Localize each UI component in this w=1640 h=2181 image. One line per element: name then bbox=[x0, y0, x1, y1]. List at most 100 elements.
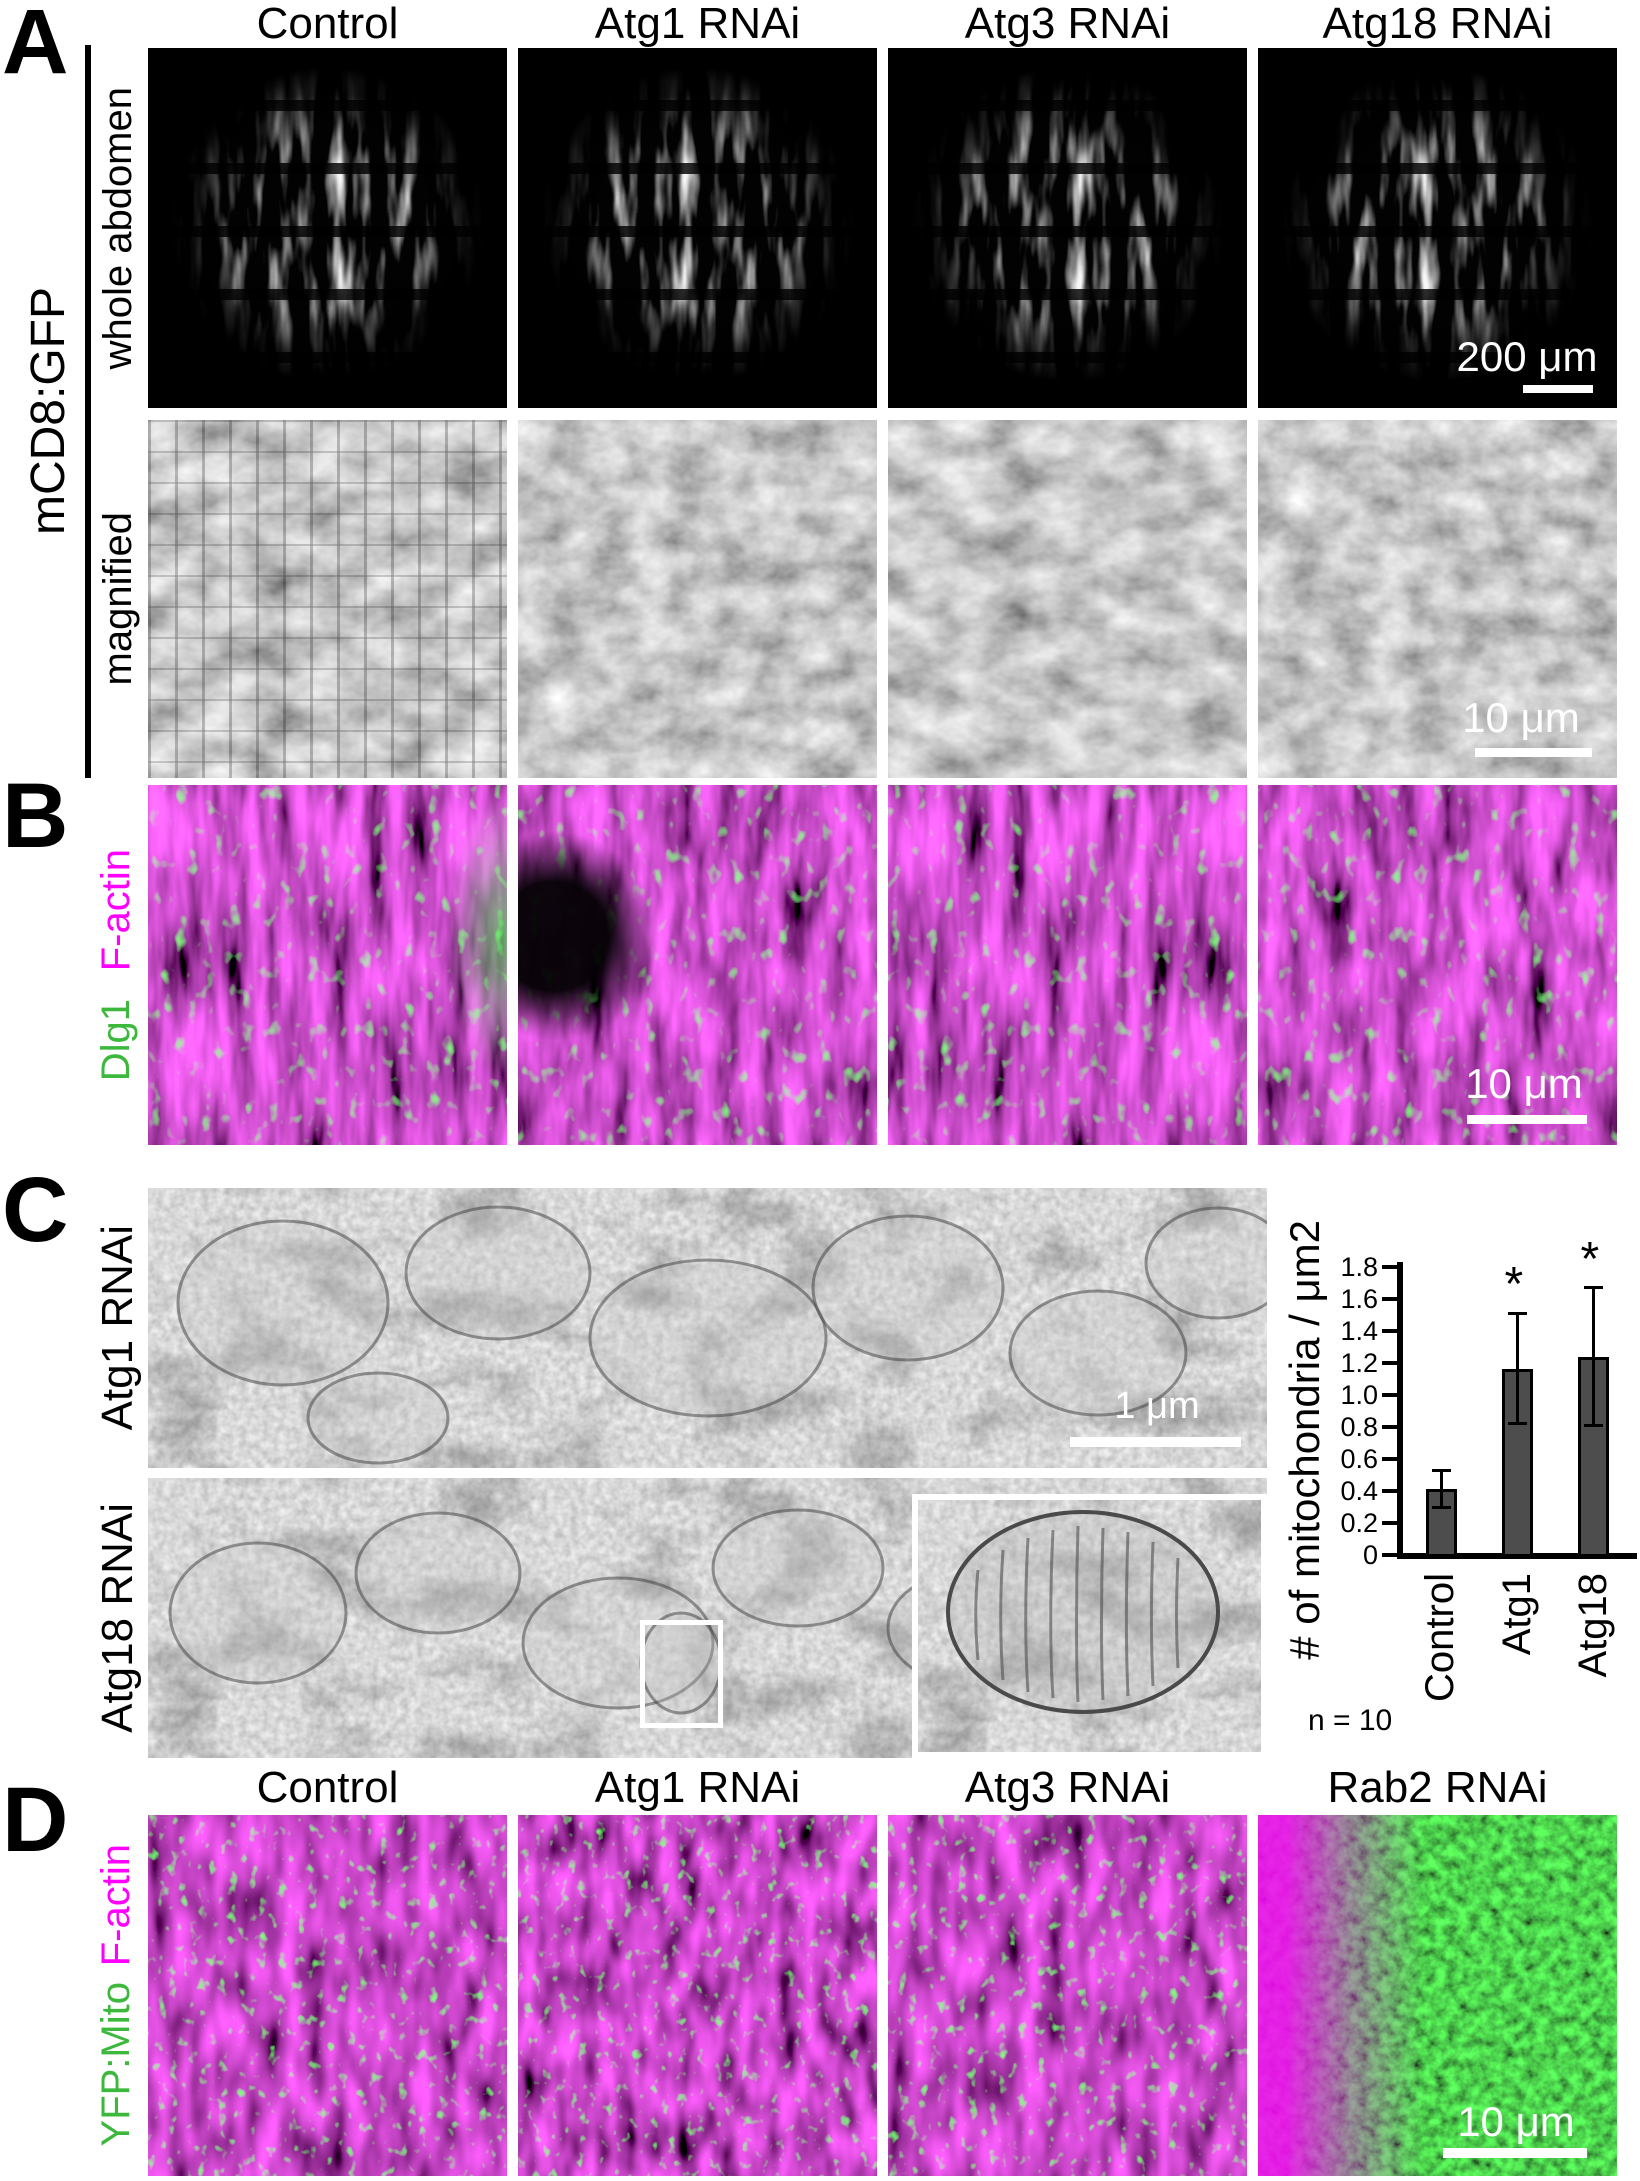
panel-b-row bbox=[148, 785, 1617, 1145]
scalebar-line-panel-b bbox=[1467, 1115, 1587, 1124]
scalebar-line-em bbox=[1070, 1437, 1241, 1447]
column-header-atg3-rnai: Atg3 RNAi bbox=[964, 0, 1171, 48]
em-row-label-atg18-rnai: Atg18 RNAi bbox=[93, 1503, 142, 1733]
em-inset-texture bbox=[918, 1500, 1261, 1752]
y-tick-mark bbox=[1382, 1329, 1397, 1333]
row-label-magnified: magnified bbox=[95, 512, 140, 686]
micrograph-texture bbox=[888, 1815, 1247, 2176]
column-header-atg1-rnai: Atg1 RNAi bbox=[594, 0, 801, 48]
micrograph-texture bbox=[518, 420, 877, 778]
scalebar-label-panel-d: 10 μm bbox=[1457, 2098, 1575, 2145]
micrograph-texture bbox=[148, 420, 507, 778]
y-tick-mark bbox=[1382, 1361, 1397, 1365]
error-bar bbox=[1592, 1287, 1595, 1426]
chart-y-axis-label: # of mitochondria / μm2 bbox=[1281, 1220, 1328, 1660]
scalebar-line-whole-abdomen bbox=[1523, 385, 1593, 393]
y-tick-label: 0.8 bbox=[1340, 1412, 1378, 1442]
panel-a-bracket-line bbox=[85, 45, 91, 778]
column-header-rab2-rnai: Rab2 RNAi bbox=[1327, 1763, 1548, 1812]
error-cap-top bbox=[1431, 1468, 1451, 1472]
ttubule-grid-overlay bbox=[148, 420, 507, 778]
panel-a-side-label-wrap: mCD8:GFP bbox=[14, 45, 82, 778]
micrograph-texture bbox=[148, 1815, 507, 2176]
panel-c-row1-label-wrap: Atg1 RNAi bbox=[92, 1188, 144, 1468]
significance-asterisk: * bbox=[1580, 1232, 1600, 1286]
micrograph-texture bbox=[1258, 420, 1617, 778]
y-tick-mark bbox=[1382, 1297, 1397, 1301]
stain-label-dlg1: Dlg1 bbox=[93, 998, 138, 1082]
scalebar-line-magnified bbox=[1475, 748, 1592, 757]
scalebar-label-whole-abdomen: 200 μm bbox=[1456, 333, 1598, 380]
y-tick-label: 0.2 bbox=[1340, 1508, 1378, 1538]
micrograph-whole-abdomen-atg3-rnai bbox=[888, 48, 1247, 408]
y-tick-mark bbox=[1382, 1265, 1397, 1269]
scalebar-label-panel-b: 10 μm bbox=[1465, 1060, 1583, 1107]
y-tick-label: 0 bbox=[1362, 1540, 1378, 1570]
column-header-atg18-rnai: Atg18 RNAi bbox=[1322, 0, 1553, 48]
micrograph-dlg1-factin-control bbox=[148, 785, 507, 1145]
panel-a-row1-label-wrap: whole abdomen bbox=[92, 48, 144, 408]
error-cap-bottom bbox=[1431, 1505, 1451, 1509]
micrograph-whole-abdomen-control bbox=[148, 48, 507, 408]
mitochondria-chart: # of mitochondria / μm2 n = 10 0 0.2 0.4 0.… bbox=[1270, 1190, 1640, 1775]
stain-label-f-actin: F-actin bbox=[93, 1844, 138, 1967]
micrograph-yfpmito-factin-atg3-rnai bbox=[888, 1815, 1247, 2176]
x-category-label: Control bbox=[1418, 1573, 1462, 1702]
panel-a-column-headers: Control Atg1 RNAi Atg3 RNAi Atg18 RNAi bbox=[148, 0, 1617, 48]
em-micrograph-atg1-rnai bbox=[148, 1188, 1267, 1468]
y-tick-mark bbox=[1382, 1393, 1397, 1397]
significance-asterisk: * bbox=[1504, 1258, 1524, 1312]
micrograph-magnified-atg1-rnai bbox=[518, 420, 877, 778]
micrograph-yfpmito-factin-control bbox=[148, 1815, 507, 2176]
y-tick-label: 0.6 bbox=[1340, 1444, 1378, 1474]
y-tick-mark bbox=[1382, 1489, 1397, 1493]
error-cap-top bbox=[1584, 1286, 1603, 1290]
panel-d-column-headers: Control Atg1 RNAi Atg3 RNAi Rab2 RNAi bbox=[148, 1764, 1617, 1812]
micrograph-magnified-atg18-rnai bbox=[1258, 420, 1617, 778]
em-row-label-atg1-rnai: Atg1 RNAi bbox=[93, 1225, 142, 1431]
panel-a-letter: A bbox=[2, 0, 68, 93]
em-highlight-box bbox=[640, 1620, 723, 1728]
micrograph-dlg1-factin-atg1-rnai bbox=[518, 785, 877, 1145]
abdomen-vignette bbox=[518, 48, 877, 408]
sample-size-note: n = 10 bbox=[1308, 1704, 1393, 1737]
x-category-label: Atg18 bbox=[1570, 1573, 1615, 1678]
y-tick-label: 1.4 bbox=[1340, 1316, 1378, 1346]
y-tick-label: 1.6 bbox=[1340, 1284, 1378, 1314]
stain-label-f-actin: F-actin bbox=[93, 848, 138, 971]
column-header-atg3-rnai: Atg3 RNAi bbox=[964, 1763, 1171, 1812]
em-texture bbox=[148, 1188, 1267, 1468]
column-header-atg1-rnai: Atg1 RNAi bbox=[594, 1763, 801, 1812]
abdomen-vignette bbox=[888, 48, 1247, 408]
scalebar-label-magnified: 10 μm bbox=[1462, 694, 1580, 741]
panel-c-row2-label-wrap: Atg18 RNAi bbox=[92, 1478, 144, 1758]
row-label-whole-abdomen: whole abdomen bbox=[95, 86, 140, 370]
micrograph-texture bbox=[518, 1815, 877, 2176]
y-tick-mark bbox=[1382, 1457, 1397, 1461]
y-tick-label: 1.8 bbox=[1340, 1252, 1378, 1282]
micrograph-dlg1-factin-atg18-rnai bbox=[1258, 785, 1617, 1145]
micrograph-dlg1-factin-atg3-rnai bbox=[888, 785, 1247, 1145]
abdomen-vignette bbox=[1258, 48, 1617, 408]
micrograph-magnified-control bbox=[148, 420, 507, 778]
y-tick-mark bbox=[1382, 1425, 1397, 1429]
error-bar bbox=[1516, 1313, 1519, 1424]
panel-a-side-label: mCD8:GFP bbox=[21, 287, 75, 536]
error-cap-bottom bbox=[1508, 1422, 1527, 1426]
micrograph-yfpmito-factin-rab2-rnai bbox=[1258, 1815, 1617, 2176]
em-inset-magnified-mitochondrion bbox=[912, 1494, 1267, 1758]
dark-region-overlay bbox=[518, 785, 877, 1145]
y-tick-label: 0.4 bbox=[1340, 1476, 1378, 1506]
micrograph-texture bbox=[888, 785, 1247, 1145]
green-edge-overlay bbox=[148, 785, 507, 1145]
micrograph-texture bbox=[1258, 785, 1617, 1145]
error-cap-top bbox=[1508, 1311, 1527, 1315]
error-cap-bottom bbox=[1584, 1423, 1603, 1427]
magenta-rim-overlay bbox=[1258, 1815, 1617, 2176]
panel-a-row-whole-abdomen bbox=[148, 48, 1617, 408]
panel-c-letter: C bbox=[2, 1159, 68, 1261]
panel-b-letter: B bbox=[2, 765, 68, 867]
error-bar bbox=[1439, 1470, 1443, 1507]
column-header-control: Control bbox=[256, 1763, 399, 1812]
